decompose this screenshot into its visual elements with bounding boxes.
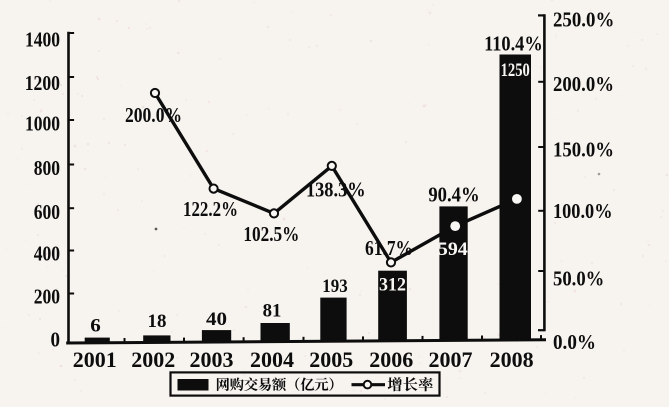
svg-text:2006: 2006 [369, 347, 413, 372]
svg-text:2004: 2004 [250, 347, 294, 372]
svg-text:200: 200 [34, 285, 60, 309]
svg-text:81: 81 [263, 301, 282, 322]
svg-text:1400: 1400 [25, 27, 60, 51]
svg-text:1250: 1250 [501, 60, 530, 81]
svg-text:18: 18 [148, 311, 167, 332]
svg-text:0: 0 [51, 327, 61, 351]
svg-text:40: 40 [206, 309, 227, 330]
svg-text:2003: 2003 [190, 347, 234, 372]
svg-text:100.0%: 100.0% [553, 199, 613, 223]
svg-text:61.7%: 61.7% [365, 236, 413, 260]
svg-text:193: 193 [322, 276, 347, 297]
svg-text:800: 800 [34, 156, 60, 180]
svg-text:250.0%: 250.0% [553, 7, 614, 31]
svg-text:2001: 2001 [73, 347, 117, 372]
svg-text:200.0%: 200.0% [553, 72, 614, 96]
svg-text:1200: 1200 [25, 71, 60, 95]
svg-text:122.2%: 122.2% [183, 197, 238, 221]
svg-text:150.0%: 150.0% [553, 138, 614, 162]
svg-text:90.4%: 90.4% [428, 182, 479, 206]
svg-text:400: 400 [34, 242, 60, 266]
svg-text:102.5%: 102.5% [243, 222, 299, 246]
svg-text:2008: 2008 [490, 347, 534, 372]
svg-text:594: 594 [438, 239, 468, 260]
svg-text:110.4%: 110.4% [484, 32, 543, 56]
svg-text:1000: 1000 [25, 111, 60, 135]
svg-text:2002: 2002 [131, 347, 175, 372]
svg-text:2007: 2007 [429, 347, 473, 372]
svg-text:50.0%: 50.0% [553, 267, 604, 291]
svg-text:2005: 2005 [309, 347, 353, 372]
svg-text:6: 6 [90, 315, 101, 336]
svg-text:200.0%: 200.0% [125, 103, 182, 127]
svg-text:138.3%: 138.3% [306, 178, 366, 202]
svg-text:312: 312 [379, 275, 406, 296]
svg-text:600: 600 [34, 200, 60, 224]
svg-text:0.0%: 0.0% [553, 330, 596, 354]
